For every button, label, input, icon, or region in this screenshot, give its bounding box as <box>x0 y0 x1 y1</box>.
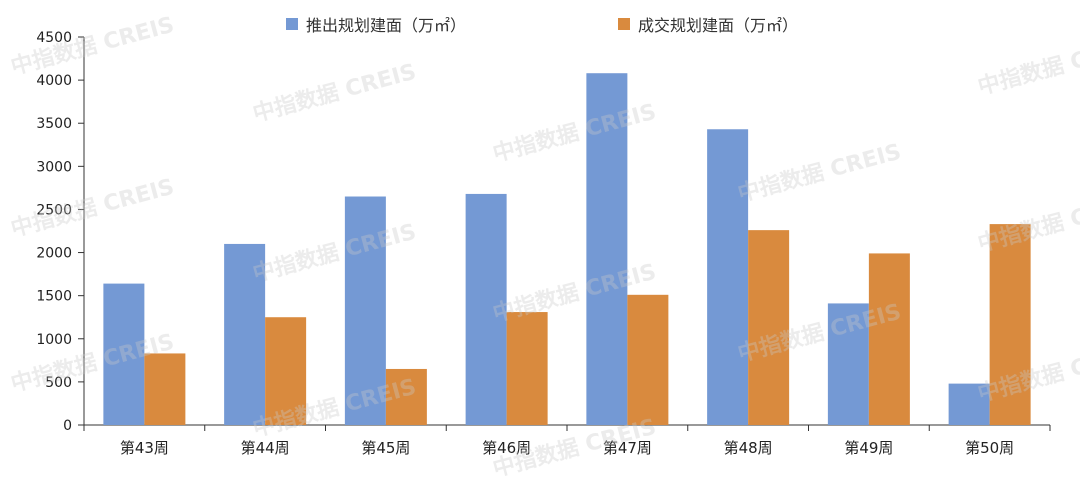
bar-launched <box>103 283 145 425</box>
y-tick-label: 4000 <box>36 73 72 89</box>
legend-label-1: 推出规划建面（万㎡） <box>306 16 467 35</box>
y-tick-label: 2500 <box>36 202 72 218</box>
bar-transacted <box>385 368 427 425</box>
bar-transacted <box>627 294 669 425</box>
x-tick-label: 第47周 <box>603 439 652 457</box>
x-tick-label: 第50周 <box>965 439 1014 457</box>
y-tick-label: 4500 <box>36 30 72 46</box>
legend-series-1: 推出规划建面（万㎡） <box>286 12 466 36</box>
y-tick-label: 500 <box>45 375 72 391</box>
bar-transacted <box>868 253 910 425</box>
y-tick-label: 0 <box>63 418 72 434</box>
x-tick-label: 第46周 <box>482 439 531 457</box>
bar-transacted <box>748 230 790 425</box>
y-tick-label: 1500 <box>36 289 72 305</box>
y-tick-label: 2000 <box>36 246 72 262</box>
bar-transacted <box>506 312 548 425</box>
x-tick-label: 第49周 <box>844 439 893 457</box>
legend-swatch-2 <box>618 18 630 30</box>
bar-transacted <box>989 224 1031 425</box>
legend-series-2: 成交规划建面（万㎡） <box>618 12 798 36</box>
bar-launched <box>948 383 990 425</box>
x-tick-label: 第45周 <box>361 439 410 457</box>
x-tick-label: 第48周 <box>724 439 773 457</box>
bar-launched <box>224 243 266 425</box>
y-tick-label: 3000 <box>36 159 72 175</box>
bar-transacted <box>144 353 186 425</box>
legend-swatch-1 <box>286 18 298 30</box>
bar-launched <box>827 303 869 425</box>
bar-launched <box>707 129 749 425</box>
legend-label-2: 成交规划建面（万㎡） <box>638 16 799 35</box>
y-tick-label: 3500 <box>36 116 72 132</box>
bar-launched <box>344 196 386 425</box>
bar-launched <box>465 193 507 425</box>
y-tick-label: 1000 <box>36 332 72 348</box>
bar-transacted <box>265 317 307 425</box>
x-tick-label: 第43周 <box>120 439 169 457</box>
x-tick-label: 第44周 <box>241 439 290 457</box>
bar-launched <box>586 73 628 426</box>
